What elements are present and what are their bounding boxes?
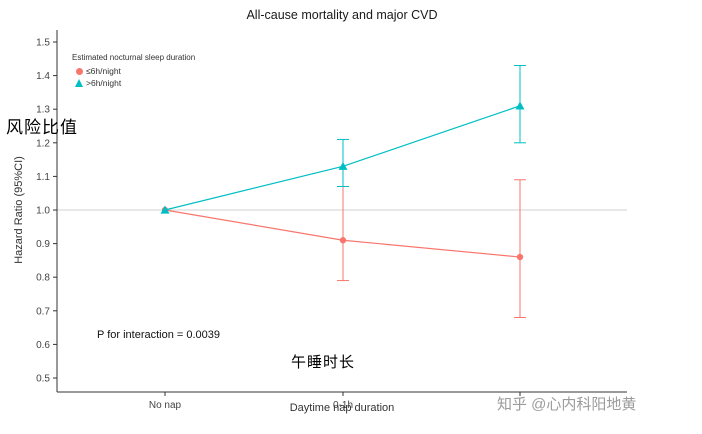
legend-item-label: ≤6h/night (86, 66, 121, 76)
svg-text:1.2: 1.2 (36, 138, 50, 149)
circle-marker (339, 237, 347, 244)
series-0 (161, 179, 526, 319)
circle-marker (516, 253, 524, 261)
svg-text:1.3: 1.3 (36, 105, 50, 116)
triangle-marker (338, 161, 348, 170)
circle-marker-icon (72, 67, 86, 75)
chinese-nap-duration-label: 午睡时长 (291, 354, 356, 371)
legend-item-le6h: ≤6h/night (72, 65, 195, 77)
svg-text:0.9: 0.9 (36, 239, 50, 250)
p-value-annotation: P for interaction = 0.0039 (97, 329, 221, 341)
legend-item-label: >6h/night (86, 78, 122, 88)
triangle-marker (160, 205, 170, 214)
svg-text:0.7: 0.7 (36, 306, 50, 317)
legend-item-gt6h: >6h/night (72, 77, 195, 89)
triangle-marker (515, 101, 525, 110)
legend-title: Estimated nocturnal sleep duration (72, 53, 196, 62)
svg-text:1.4: 1.4 (36, 71, 50, 82)
triangle-marker-icon (72, 79, 86, 87)
series-1 (160, 65, 526, 214)
chinese-risk-ratio-label: 风险比值 (6, 118, 78, 137)
svg-text:0-1h: 0-1h (333, 400, 353, 411)
svg-text:1.0: 1.0 (36, 206, 50, 217)
x-axis-title: Daytime nap duration (289, 402, 395, 414)
svg-text:No nap: No nap (149, 400, 182, 411)
svg-text:1.1: 1.1 (36, 172, 50, 183)
x-tick-labels: No nap 0-1h (149, 392, 521, 411)
svg-text:0.5: 0.5 (36, 374, 50, 385)
chart-legend: Estimated nocturnal sleep duration ≤6h/n… (72, 53, 195, 89)
chart-title: All-cause mortality and major CVD (246, 8, 438, 22)
svg-text:0.6: 0.6 (36, 340, 50, 351)
svg-text:0.8: 0.8 (36, 273, 50, 284)
watermark: 知乎 @心内科阳地黄 (497, 396, 637, 413)
y-tick-labels: 0.5 0.6 0.7 0.8 0.9 1.0 1.1 1.2 1.3 1.4 1.5 (36, 38, 57, 385)
svg-text:1.5: 1.5 (36, 38, 50, 49)
